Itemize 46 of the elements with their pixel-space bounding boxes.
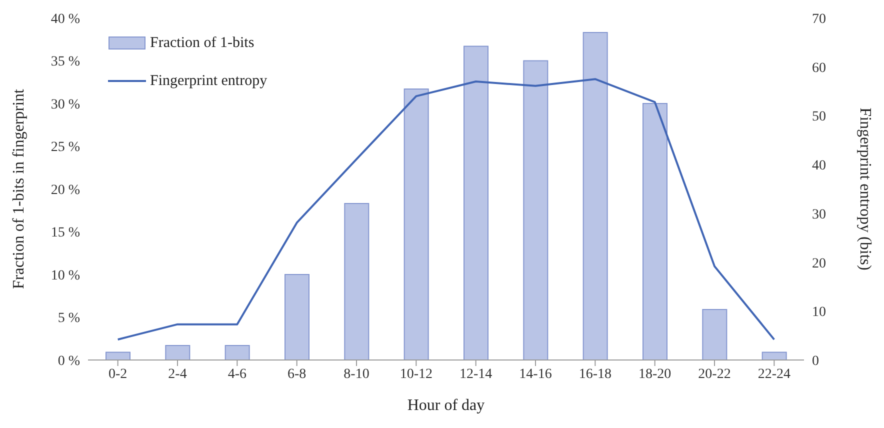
- y2-tick-label: 50: [812, 110, 826, 125]
- x-tick-label: 18-20: [638, 366, 672, 382]
- x-tick-label: 12-14: [459, 366, 492, 382]
- y2-tick-label: 70: [812, 12, 826, 27]
- x-tick-label: 22-24: [758, 366, 791, 382]
- x-tick-label: 10-12: [400, 366, 433, 382]
- y2-tick-label: 0: [812, 354, 819, 369]
- x-tick-label: 2-4: [168, 366, 187, 382]
- y-tick-label: 25 %: [50, 140, 80, 156]
- x-tick-label: 0-2: [108, 366, 128, 382]
- legend-label: Fingerprint entropy: [150, 72, 268, 90]
- y-tick-label: 0 %: [58, 354, 80, 369]
- y2-tick-label: 20: [812, 256, 826, 272]
- bar: [344, 203, 370, 360]
- bar: [106, 352, 130, 360]
- bar: [464, 46, 488, 360]
- y-tick-label: 20 %: [50, 182, 80, 198]
- x-tick-label: 16-18: [578, 366, 612, 382]
- bar: [582, 32, 608, 360]
- bar: [165, 344, 190, 360]
- x-tick-label: 6-8: [287, 366, 306, 382]
- y2-tick-label: 40: [812, 158, 826, 174]
- x-tick-label: 8-10: [344, 366, 370, 382]
- bar: [642, 103, 668, 360]
- x-axis-title: Hour of day: [407, 397, 485, 414]
- bar: [702, 309, 728, 360]
- y2-tick-label: 30: [812, 207, 826, 222]
- y-axis-title: Fraction of 1-bits in fingerprint: [10, 88, 28, 289]
- bar: [224, 344, 250, 360]
- bar: [762, 352, 787, 360]
- y-tick-label: 40 %: [50, 12, 80, 27]
- legend-label: Fraction of 1-bits: [150, 34, 254, 52]
- bar: [284, 274, 310, 360]
- y-tick-label: 15 %: [50, 226, 80, 241]
- y2-axis-title: Fingerprint entropy (bits): [856, 108, 874, 270]
- y-tick-label: 30 %: [50, 97, 80, 112]
- y-tick-label: 10 %: [50, 268, 80, 284]
- y2-tick-label: 10: [812, 305, 826, 320]
- y-tick-label: 5 %: [58, 311, 80, 326]
- y-tick-label: 35 %: [50, 54, 80, 70]
- x-tick-label: 4-6: [228, 366, 247, 382]
- bar: [404, 88, 429, 360]
- x-tick-label: 14-16: [519, 366, 552, 382]
- bar: [523, 60, 548, 360]
- x-tick-label: 20-22: [698, 366, 731, 382]
- y2-tick-label: 60: [812, 60, 826, 76]
